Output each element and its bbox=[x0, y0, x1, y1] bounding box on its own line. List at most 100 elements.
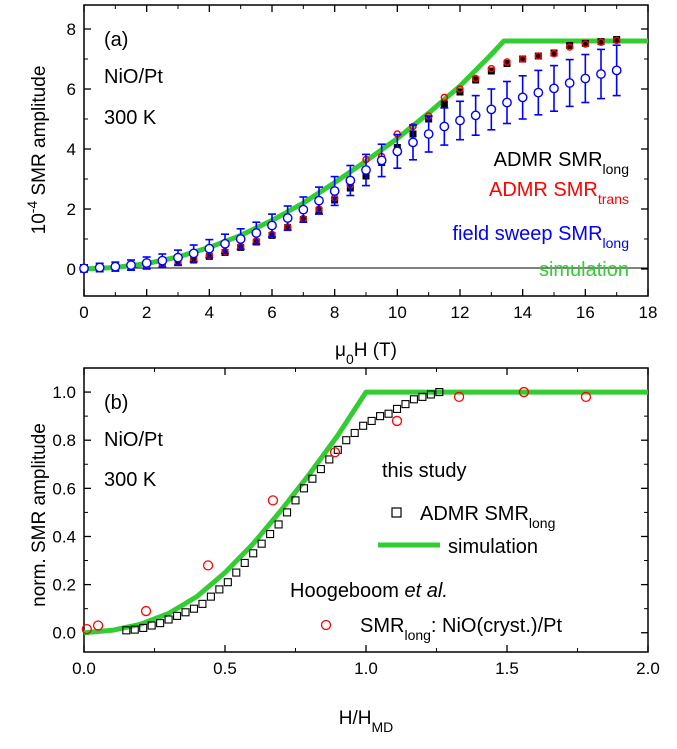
point-1-0-4 bbox=[156, 619, 165, 628]
point-0-2-0 bbox=[79, 263, 89, 274]
point-0-2-7 bbox=[188, 248, 199, 259]
point-0-2-32 bbox=[580, 73, 591, 84]
point-0-2-28 bbox=[517, 92, 528, 103]
point-1-0-25 bbox=[333, 445, 342, 454]
y-tick-label-0-1: 2 bbox=[67, 200, 76, 219]
panel-a-sample: NiO/Pt bbox=[104, 66, 163, 88]
point-0-2-19 bbox=[376, 155, 387, 166]
panel-b-temperature: 300 K bbox=[104, 469, 157, 491]
point-0-2-18 bbox=[361, 165, 371, 175]
point-1-0-22 bbox=[308, 474, 317, 483]
y-tick-label-1-5: 1.0 bbox=[52, 383, 76, 402]
point-1-0-18 bbox=[274, 520, 283, 529]
panel-b-xlabel: H/HMD bbox=[339, 708, 394, 735]
point-1-0-33 bbox=[401, 400, 410, 409]
point-1-2-7 bbox=[453, 391, 465, 403]
x-tick-label-0-5: 10 bbox=[388, 303, 407, 322]
point-1-0-12 bbox=[223, 578, 232, 587]
series-0-2 bbox=[79, 44, 622, 274]
point-0-0-30 bbox=[550, 49, 558, 57]
x-tick-label-0-6: 12 bbox=[451, 303, 470, 322]
panel-b-ticks: 0.0 0.5 1.0 1.5 2.0 0.0 0.2 0.4 0.6 0.8 1.0 bbox=[52, 368, 660, 678]
point-0-2-30 bbox=[549, 83, 559, 94]
point-1-2-8 bbox=[518, 386, 530, 398]
point-0-0-34 bbox=[613, 36, 621, 43]
point-1-0-14 bbox=[240, 558, 249, 567]
point-0-2-21 bbox=[408, 137, 418, 148]
point-0-1-34 bbox=[612, 36, 621, 45]
panel-a-ticks: 0 2 4 6 8 10 12 14 16 18 0 2 4 6 8 bbox=[67, 5, 657, 322]
panel-b-frame bbox=[83, 367, 649, 653]
point-0-1-32 bbox=[581, 40, 590, 48]
point-1-2-1 bbox=[92, 620, 104, 631]
legend-a-admr-trans: ADMR SMRtrans bbox=[489, 179, 629, 207]
legend-b-title-this-study: this study bbox=[382, 460, 466, 482]
point-1-0-3 bbox=[147, 621, 156, 630]
point-0-2-33 bbox=[596, 69, 606, 79]
point-0-2-34 bbox=[611, 65, 622, 76]
point-0-0-25 bbox=[472, 76, 480, 84]
point-1-0-1 bbox=[130, 625, 139, 634]
point-1-2-3 bbox=[202, 560, 214, 571]
legend-b-simulation: simulation bbox=[448, 536, 538, 558]
point-1-0-19 bbox=[282, 508, 292, 517]
y-tick-label-0-2: 4 bbox=[67, 140, 76, 159]
point-0-2-29 bbox=[533, 87, 544, 98]
y-tick-label-1-3: 0.6 bbox=[52, 479, 76, 498]
point-0-2-4 bbox=[141, 258, 152, 268]
point-0-2-2 bbox=[110, 261, 121, 272]
x-tick-label-0-2: 4 bbox=[205, 303, 214, 322]
y-tick-label-1-2: 0.4 bbox=[52, 527, 76, 546]
panel-a-ylabel: 10-4 SMR amplitude bbox=[24, 66, 50, 235]
panel-b-sample: NiO/Pt bbox=[104, 429, 163, 451]
point-1-0-27 bbox=[350, 428, 359, 438]
point-1-0-2 bbox=[139, 623, 148, 632]
panel-a-plot-area: 0 2 4 6 8 10 12 14 16 18 0 2 4 6 8 bbox=[67, 4, 657, 322]
point-0-0-29 bbox=[534, 52, 542, 60]
point-0-1-26 bbox=[487, 64, 496, 73]
point-0-2-16 bbox=[329, 186, 340, 196]
point-1-0-37 bbox=[435, 388, 444, 397]
point-0-1-24 bbox=[456, 85, 464, 93]
point-1-0-28 bbox=[359, 421, 368, 430]
point-0-2-8 bbox=[204, 243, 215, 254]
x-tick-label-1-0: 0.0 bbox=[72, 659, 96, 678]
series-1-1 bbox=[83, 389, 648, 636]
point-0-1-31 bbox=[565, 43, 574, 51]
x-tick-label-1-3: 1.5 bbox=[495, 659, 519, 678]
point-1-0-24 bbox=[325, 455, 334, 464]
panel-a-temperature: 300 K bbox=[104, 107, 157, 129]
panel-a-label: (a) bbox=[104, 29, 128, 51]
x-tick-label-0-3: 6 bbox=[267, 303, 276, 322]
point-1-0-21 bbox=[299, 484, 309, 493]
point-0-2-10 bbox=[235, 234, 246, 244]
x-tick-label-0-4: 8 bbox=[330, 303, 339, 322]
panel-b: 0.0 0.5 1.0 1.5 2.00.00.20.40.60.81.0 H/HMD … bbox=[29, 367, 660, 735]
point-0-2-17 bbox=[345, 175, 356, 186]
point-1-2-6 bbox=[391, 415, 403, 427]
point-0-1-28 bbox=[518, 55, 527, 63]
point-0-2-13 bbox=[282, 213, 293, 223]
point-0-1-23 bbox=[440, 93, 449, 102]
point-0-0-23 bbox=[440, 100, 448, 108]
point-1-0-7 bbox=[181, 608, 190, 617]
point-1-2-4 bbox=[267, 495, 279, 506]
panel-a-legend: ADMR SMRlong ADMR SMRtrans field sweep S… bbox=[452, 149, 629, 281]
point-1-0-8 bbox=[189, 604, 199, 613]
point-1-0-34 bbox=[409, 395, 418, 404]
legend-b-circle-marker bbox=[320, 619, 332, 631]
point-0-0-32 bbox=[581, 39, 589, 47]
point-0-1-25 bbox=[471, 74, 480, 83]
panel-b-plot-area: 0.0 0.5 1.0 1.5 2.0 0.0 0.2 0.4 0.6 0.8 1.0 bbox=[52, 367, 660, 678]
panel-b-ylabel: norm. SMR amplitude bbox=[29, 423, 50, 607]
point-1-0-35 bbox=[418, 392, 427, 401]
panel-a-xlabel: μ0H (T) bbox=[335, 340, 397, 367]
y-tick-label-0-4: 8 bbox=[67, 20, 76, 39]
point-1-0-29 bbox=[367, 416, 376, 425]
series-1-2 bbox=[81, 386, 592, 635]
point-0-2-27 bbox=[502, 97, 512, 108]
panel-b-legend: this study ADMR SMRlong simulation Hooge… bbox=[290, 460, 562, 643]
point-0-1-33 bbox=[597, 38, 605, 46]
point-0-2-9 bbox=[220, 238, 230, 249]
